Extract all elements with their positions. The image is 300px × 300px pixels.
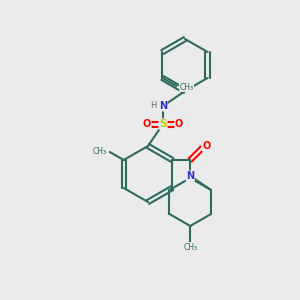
Text: N: N xyxy=(186,171,194,181)
Text: S: S xyxy=(159,119,167,129)
Text: O: O xyxy=(202,141,210,151)
Text: O: O xyxy=(143,119,151,129)
Text: O: O xyxy=(175,119,183,129)
Text: H: H xyxy=(150,101,156,110)
Text: CH₃: CH₃ xyxy=(93,146,107,155)
Text: CH₃: CH₃ xyxy=(179,82,194,91)
Text: CH₃: CH₃ xyxy=(183,242,197,251)
Text: N: N xyxy=(159,101,167,111)
